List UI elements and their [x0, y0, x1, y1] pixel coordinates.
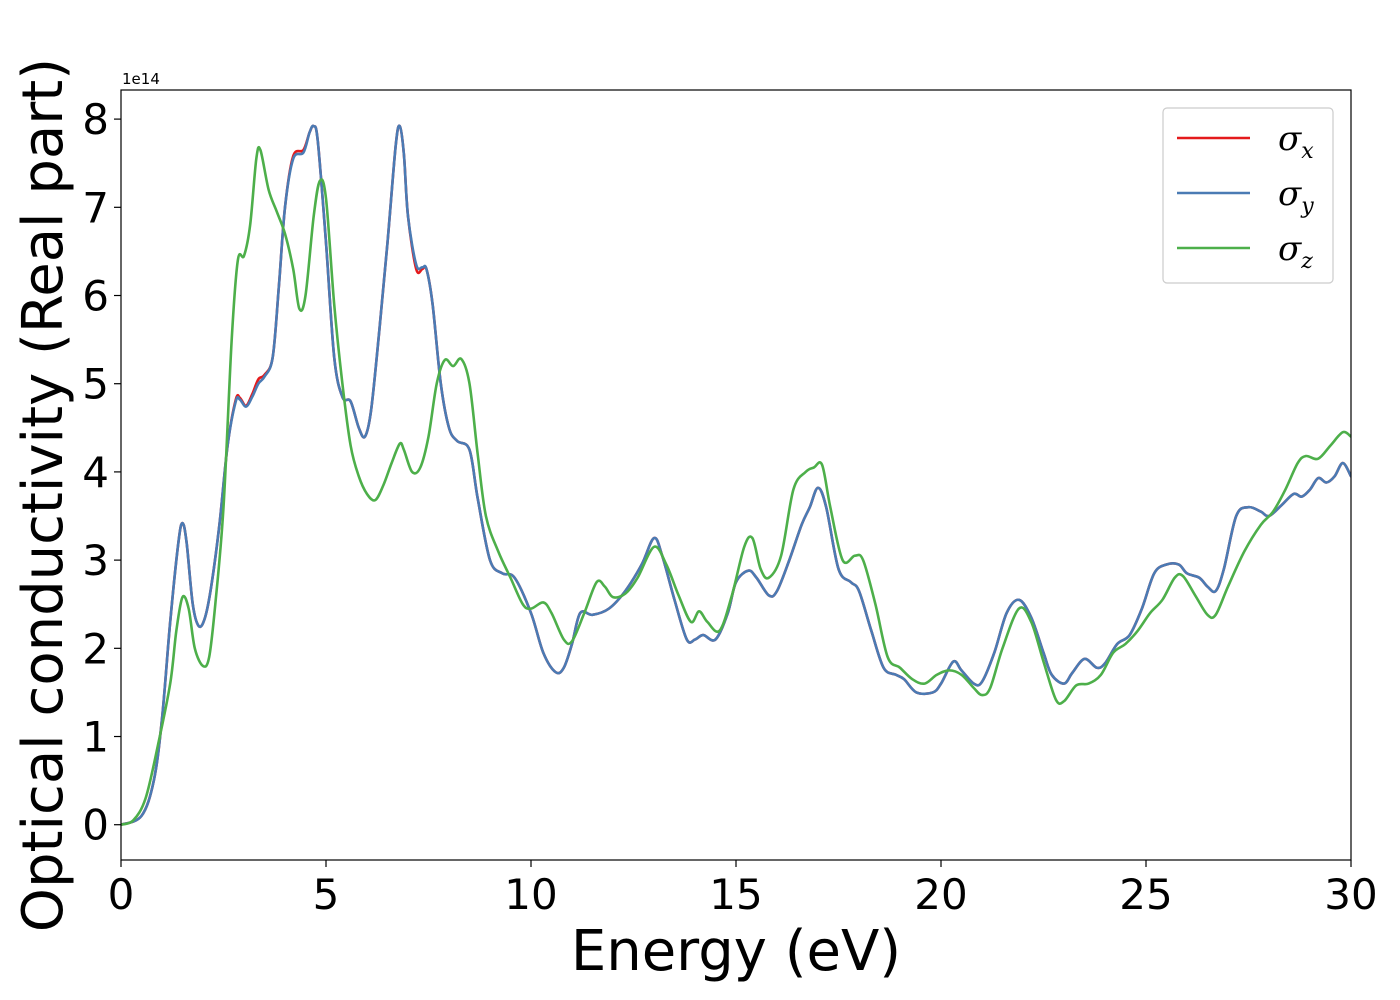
series-line-y — [121, 124, 1351, 827]
x-tick-label: 10 — [504, 870, 557, 919]
x-axis: 0 5 10 15 20 25 30 — [108, 860, 1378, 919]
y-tick-label: 2 — [82, 624, 109, 673]
legend-box — [1162, 107, 1334, 284]
series-line-z — [121, 145, 1351, 827]
x-axis-label: Energy (eV) — [571, 919, 901, 984]
y-tick-label: 0 — [82, 801, 109, 850]
legend-label-y: σy — [1278, 174, 1314, 219]
y-tick-label: 5 — [82, 360, 109, 409]
legend-label-z: σz — [1278, 229, 1313, 274]
x-tick-label: 0 — [108, 870, 135, 919]
y-axis-label: Optical conductivity (Real part) — [11, 58, 76, 932]
y-tick-label: 4 — [82, 448, 109, 497]
y-tick-label: 7 — [82, 183, 109, 232]
y-axis: 0 1 2 3 4 5 6 7 8 — [82, 95, 121, 850]
x-tick-label: 30 — [1324, 870, 1377, 919]
series-group — [121, 124, 1351, 827]
x-tick-label: 20 — [914, 870, 967, 919]
y-tick-label: 1 — [82, 713, 109, 762]
x-tick-label: 5 — [313, 870, 340, 919]
legend: σx σy σz — [1162, 107, 1334, 284]
y-offset-label: 1e14 — [122, 70, 160, 88]
y-tick-label: 6 — [82, 272, 109, 321]
x-tick-label: 25 — [1119, 870, 1172, 919]
y-tick-label: 3 — [82, 536, 109, 585]
x-tick-label: 15 — [709, 870, 762, 919]
legend-label-x: σx — [1278, 119, 1314, 164]
y-tick-label: 8 — [82, 95, 109, 144]
